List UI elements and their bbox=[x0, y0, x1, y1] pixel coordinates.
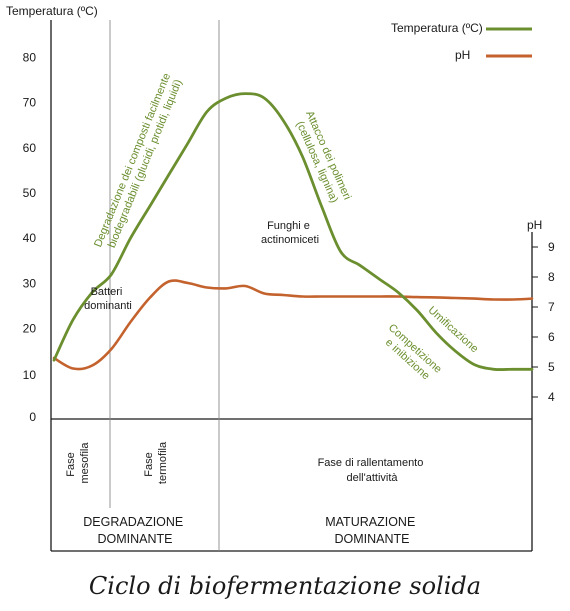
y-axis-right-label: pH bbox=[527, 218, 542, 232]
label-maturazione-dominante: MATURAZIONE DOMINANTE bbox=[325, 515, 419, 546]
legend: Temperatura (ºC) pH bbox=[391, 21, 532, 62]
y-axis-right-tick-label: 6 bbox=[548, 330, 555, 344]
annotation-funghi: Funghi e actinomiceti bbox=[261, 220, 319, 246]
y-axis-left-tick-label: 70 bbox=[23, 96, 37, 110]
y-axis-right-tick-label: 4 bbox=[548, 390, 555, 404]
annotation-batteri: Batteri dominanti bbox=[84, 286, 132, 312]
chart-caption: Ciclo di biofermentazione solida bbox=[88, 572, 482, 600]
y-axis-right-tick-label: 8 bbox=[548, 270, 555, 284]
chart-svg: Temperatura (ºC) pH 80 70 60 50 40 30 20 10 0 9 8… bbox=[6, 4, 555, 552]
y-axis-left-tick-label: 50 bbox=[23, 186, 37, 200]
y-axis-right-tick-label: 7 bbox=[548, 300, 555, 314]
series-line-temperatura bbox=[52, 92, 534, 372]
series-line-ph bbox=[52, 279, 534, 371]
y-axis-left-tick-label: 40 bbox=[23, 231, 37, 245]
legend-label-ph: pH bbox=[455, 48, 470, 62]
y-axis-right-tick-label: 9 bbox=[548, 240, 555, 254]
y-axis-left-ticks: 80 70 60 50 40 30 20 10 0 bbox=[23, 50, 37, 424]
legend-label-temperatura: Temperatura (ºC) bbox=[391, 21, 483, 35]
y-axis-left-tick-label: 20 bbox=[23, 322, 37, 336]
y-axis-left-tick-label: 60 bbox=[23, 141, 37, 155]
label-degradazione-dominante: DEGRADAZIONE DOMINANTE bbox=[83, 515, 187, 546]
y-axis-right-ticks: 9 8 7 6 5 4 bbox=[532, 240, 555, 404]
phase-label-rallentamento: Fase di rallentamento dell'attività bbox=[318, 457, 427, 484]
annotation-attacco: Attacco dei polimeri (cellulosa, lignina… bbox=[291, 109, 354, 210]
y-axis-left-tick-label: 10 bbox=[23, 368, 37, 382]
y-axis-left-tick-label: 30 bbox=[23, 276, 37, 290]
y-axis-left-tick-label: 80 bbox=[23, 50, 37, 64]
phase-label-mesofila: Fase mesofila bbox=[65, 442, 91, 484]
y-axis-right-tick-label: 5 bbox=[548, 360, 555, 374]
y-axis-left-label: Temperatura (ºC) bbox=[6, 4, 98, 18]
phase-label-termofila: Fase termofila bbox=[143, 441, 169, 484]
y-axis-left-tick-label: 0 bbox=[29, 410, 36, 424]
